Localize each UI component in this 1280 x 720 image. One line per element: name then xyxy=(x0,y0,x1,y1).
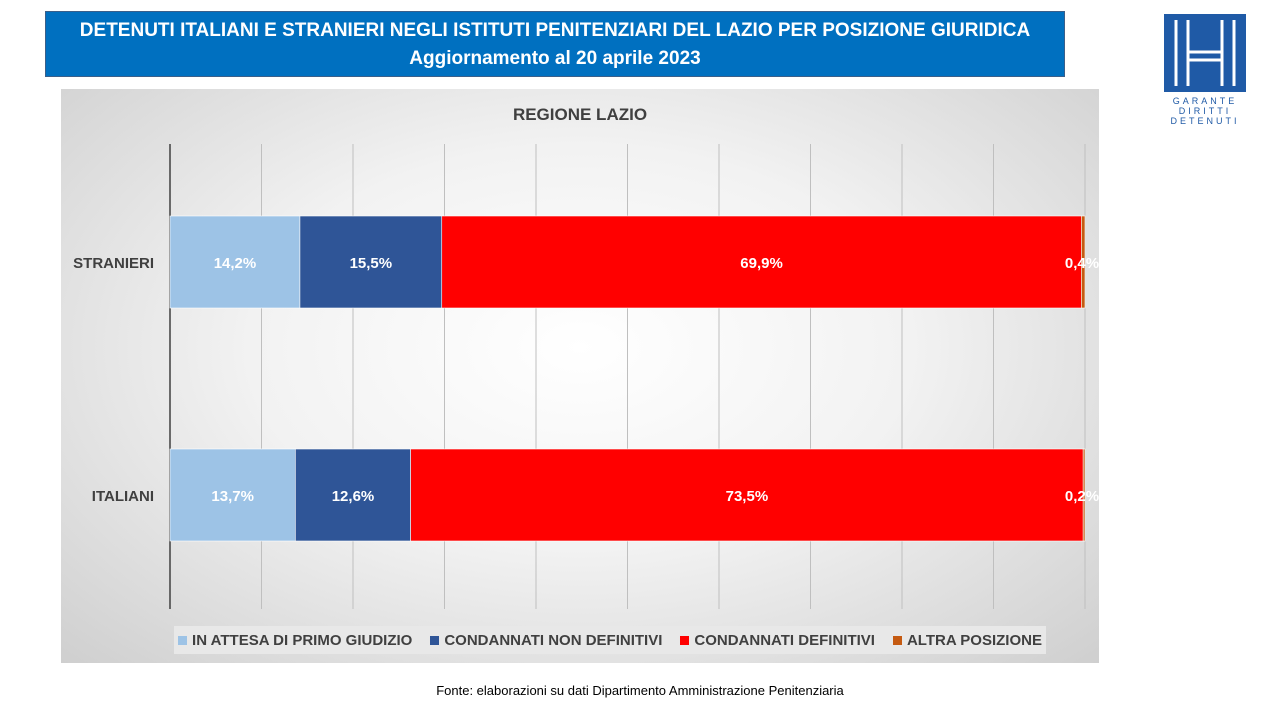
legend-label: CONDANNATI DEFINITIVI xyxy=(694,631,875,649)
legend-label: IN ATTESA DI PRIMO GIUDIZIO xyxy=(192,631,413,649)
logo-text: GARANTE DIRITTI DETENUTI xyxy=(1164,96,1246,126)
legend-swatch xyxy=(892,635,902,645)
data-label: 14,2% xyxy=(214,255,257,272)
legend-item: ALTRA POSIZIONE xyxy=(892,631,1042,649)
source-note: Fonte: elaborazioni su dati Dipartimento… xyxy=(436,683,844,698)
header-title: DETENUTI ITALIANI E STRANIERI NEGLI ISTI… xyxy=(79,20,1031,41)
data-label: 0,2% xyxy=(1065,488,1099,505)
legend-swatch xyxy=(680,635,690,645)
header-subtitle: Aggiornamento al 20 aprile 2023 xyxy=(409,48,701,69)
category-label: ITALIANI xyxy=(92,488,154,505)
data-label: 12,6% xyxy=(332,488,375,505)
bar-segment xyxy=(299,215,443,309)
legend-label: ALTRA POSIZIONE xyxy=(906,631,1042,649)
legend-swatch xyxy=(178,635,188,645)
garante-logo: GARANTE DIRITTI DETENUTI xyxy=(1164,14,1246,126)
category-label: STRANIERI xyxy=(73,255,154,272)
chart-panel: REGIONE LAZIO STRANIERI 14,2% 15,5% 69,9% 0,… xyxy=(61,89,1099,663)
legend-item: CONDANNATI NON DEFINITIVI xyxy=(430,632,662,649)
logo-line-2: DIRITTI xyxy=(1178,106,1232,116)
bar-segment xyxy=(441,215,1082,309)
bar-segment xyxy=(410,448,1084,542)
data-label: 73,5% xyxy=(726,488,769,505)
legend-item: IN ATTESA DI PRIMO GIUDIZIO xyxy=(178,632,412,649)
legend-swatch xyxy=(430,635,440,645)
chart-plot: STRANIERI 14,2% 15,5% 69,9% 0,4% ITALIANI 13,7… xyxy=(73,144,1099,609)
bar-segment xyxy=(295,448,411,542)
data-label: 15,5% xyxy=(350,255,393,272)
data-label: 13,7% xyxy=(211,488,254,505)
data-label: 69,9% xyxy=(740,255,783,272)
data-label: 0,4% xyxy=(1065,255,1099,272)
legend-label: CONDANNATI NON DEFINITIVI xyxy=(444,631,663,649)
logo-mark xyxy=(1164,14,1246,92)
legend-item: CONDANNATI DEFINITIVI xyxy=(680,632,875,649)
bar-segment xyxy=(1081,215,1086,309)
logo-line-3: DETENUTI xyxy=(1170,116,1240,126)
logo-line-1: GARANTE xyxy=(1172,96,1238,106)
chart-legend: IN ATTESA DI PRIMO GIUDIZIO CONDANNATI NO… xyxy=(174,626,1046,654)
bar-segment xyxy=(1082,448,1086,542)
bar-segment xyxy=(169,448,296,542)
bar-segment xyxy=(169,215,301,309)
header-banner: DETENUTI ITALIANI E STRANIERI NEGLI ISTI… xyxy=(45,11,1065,77)
chart-title: REGIONE LAZIO xyxy=(512,105,648,124)
